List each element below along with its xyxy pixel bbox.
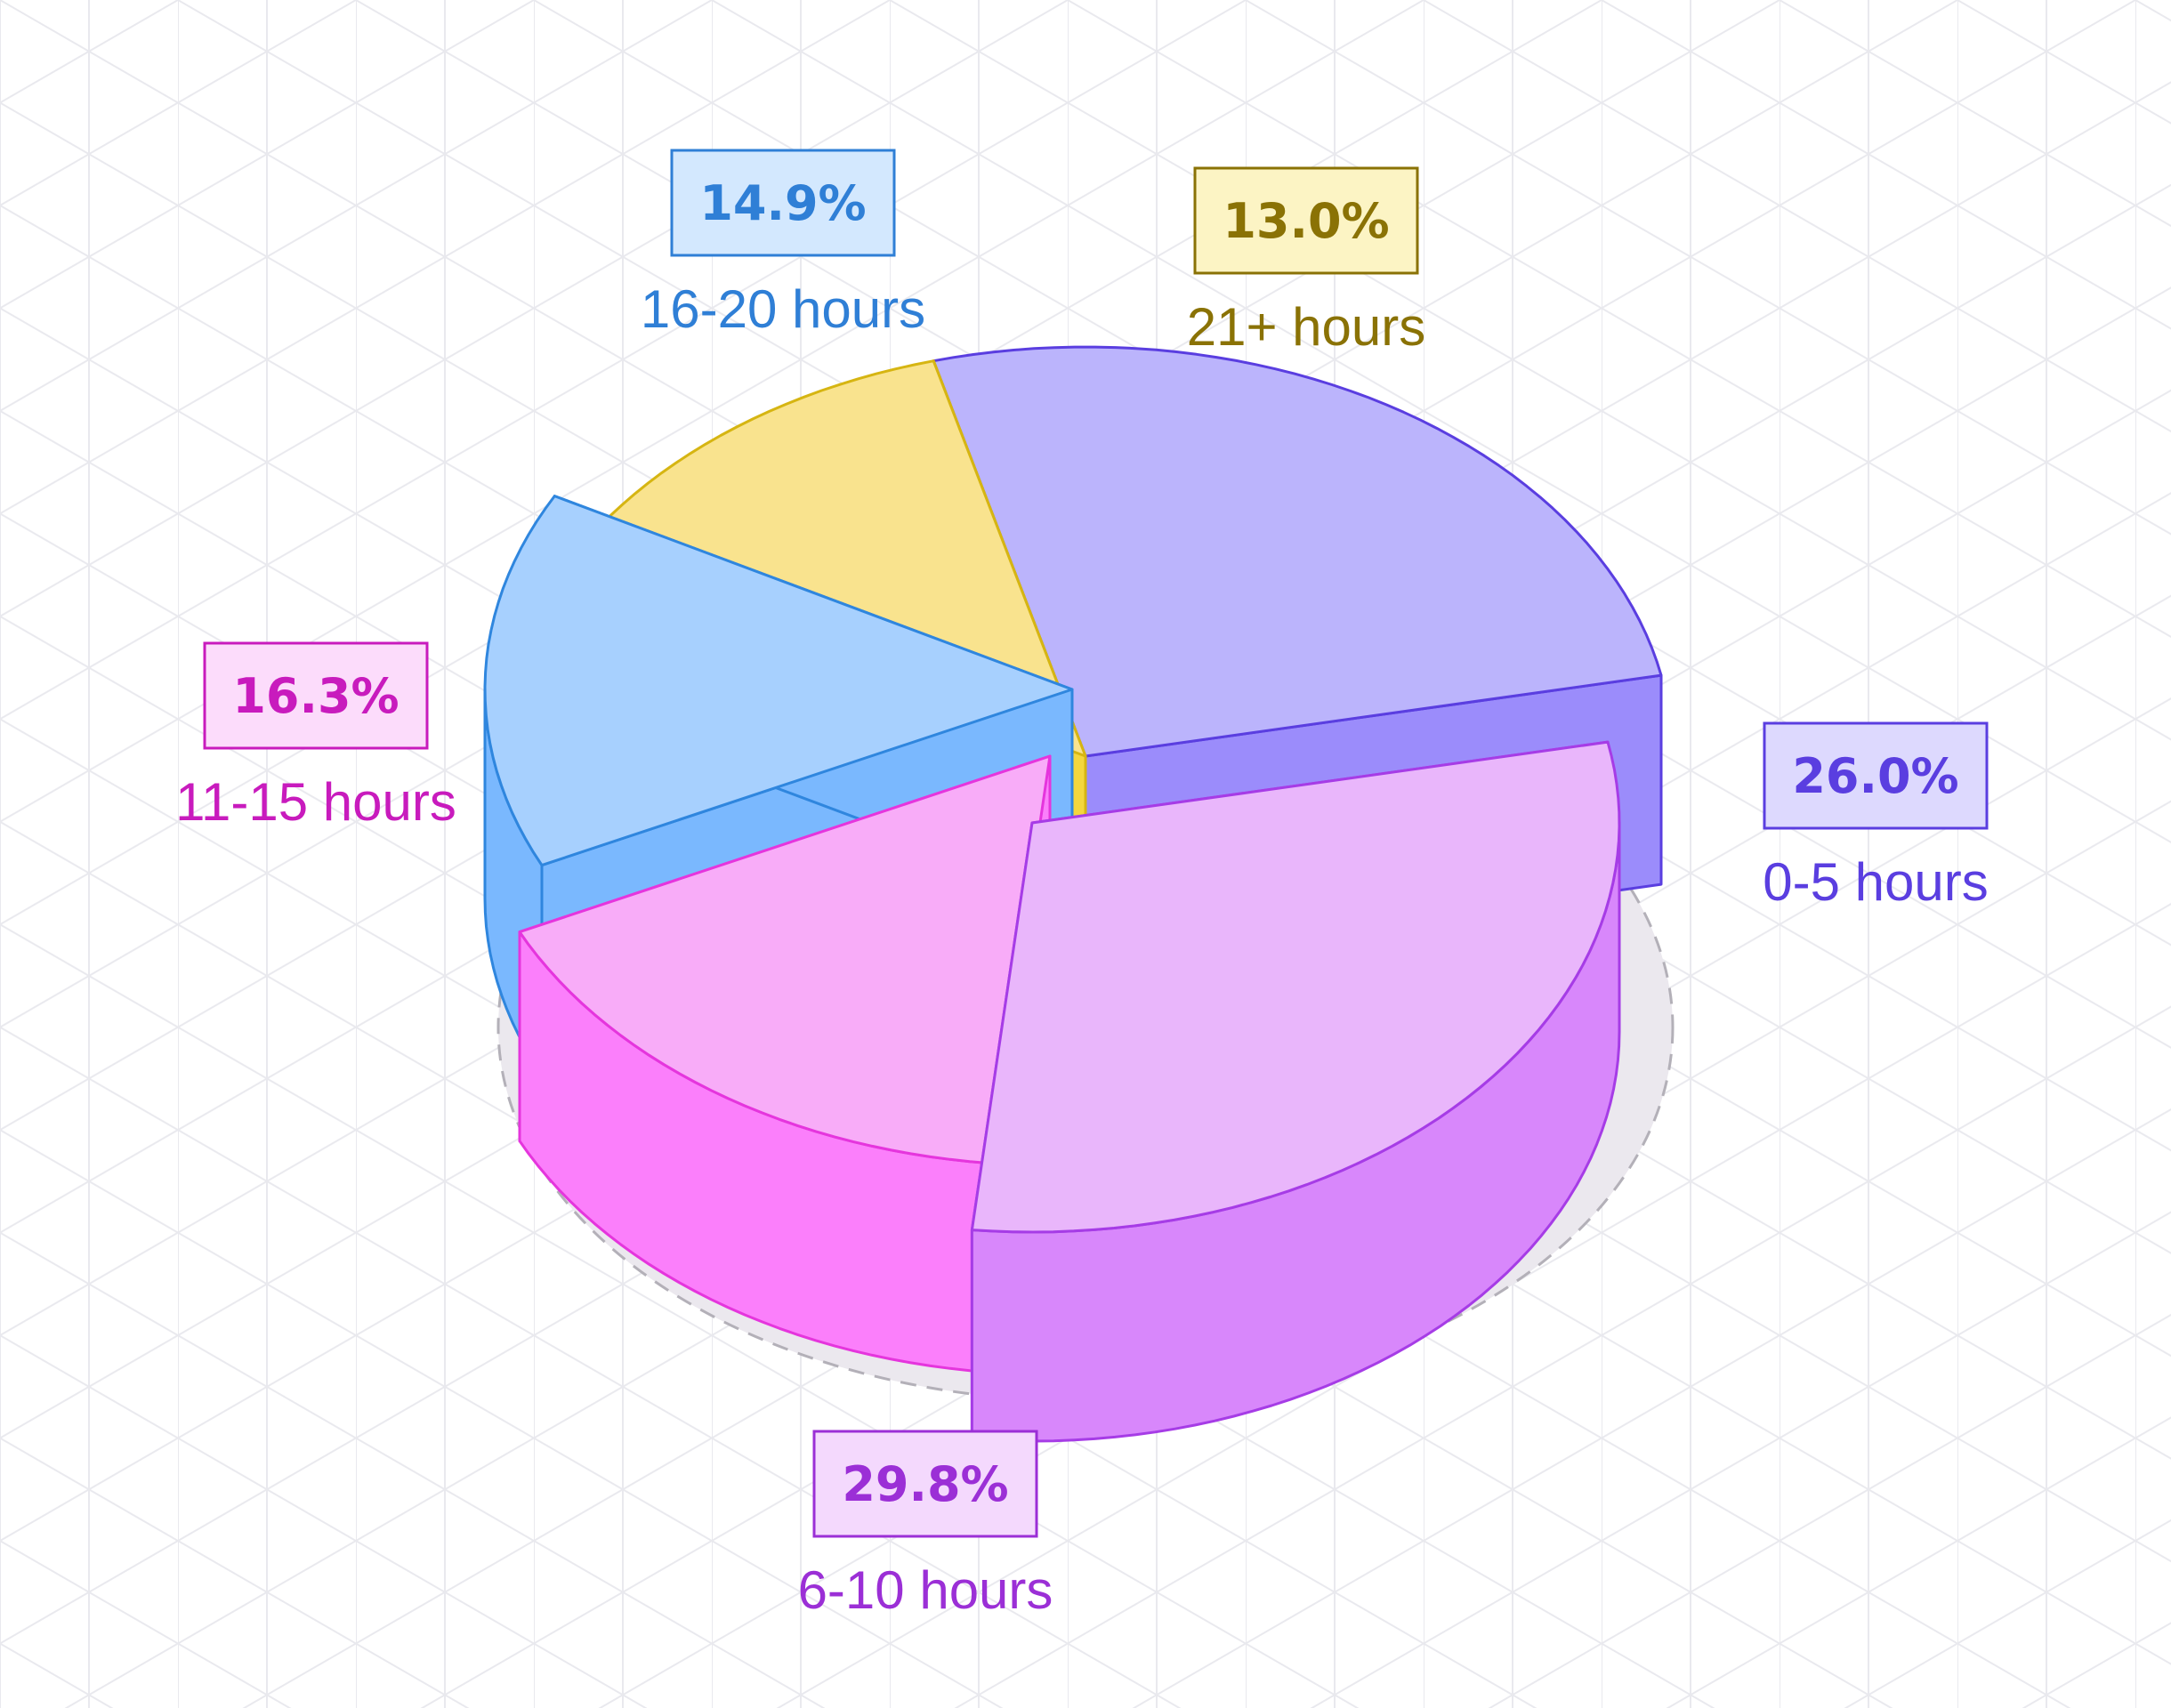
category-label-0-5-hours: 0-5 hours: [1763, 852, 1988, 912]
percent-label-21-hours: 13.0%: [1223, 193, 1389, 249]
slice-labels: 26.0% 0-5 hours 29.8% 6-10 hours 16.3% 11-15 …: [175, 149, 1989, 1620]
pie-slice-11-15-hours: [518, 754, 1052, 1374]
category-label-6-10-hours: 6-10 hours: [798, 1560, 1053, 1620]
slice-top-face: [970, 740, 1621, 1234]
category-label-21-hours: 21+ hours: [1187, 297, 1426, 357]
percent-label-16-20-hours: 14.9%: [699, 175, 866, 231]
category-label-16-20-hours: 16-20 hours: [641, 279, 925, 339]
pie-3d: [483, 345, 1675, 1443]
label-box-0-5-hours: [1763, 721, 1989, 830]
category-label-11-15-hours: 11-15 hours: [175, 772, 456, 832]
slice-top-face: [483, 495, 1074, 867]
percent-label-11-15-hours: 16.3%: [232, 668, 399, 724]
slice-top-face: [932, 345, 1663, 758]
label-box-16-20-hours: [670, 149, 896, 257]
percent-label-0-5-hours: 26.0%: [1792, 748, 1958, 804]
label-box-11-15-hours: [203, 641, 429, 750]
label-box-21-hours: [1193, 166, 1419, 275]
slice-top-face: [518, 754, 1052, 1165]
label-box-6-10-hours: [812, 1430, 1038, 1538]
percent-label-6-10-hours: 29.8%: [842, 1456, 1008, 1512]
